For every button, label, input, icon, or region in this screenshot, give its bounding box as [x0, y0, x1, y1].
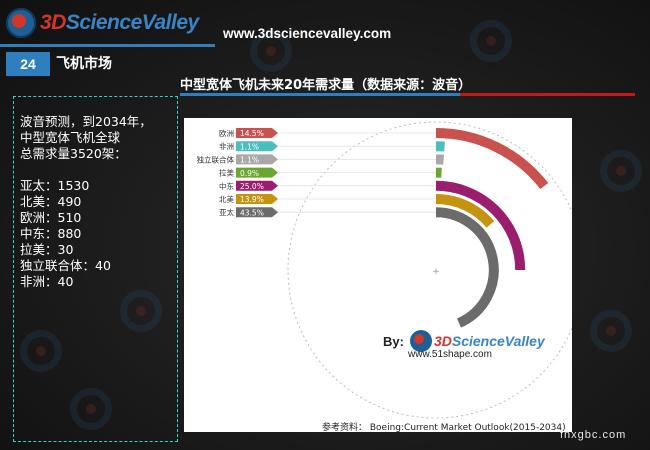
brand-logo: 3DScienceValley	[6, 6, 199, 40]
logo-globe-icon	[6, 8, 36, 38]
value-label-tag	[236, 128, 278, 138]
value-label-tag	[236, 180, 278, 191]
category-label: 中东	[219, 181, 234, 191]
header-divider	[0, 44, 215, 47]
title-underline-red	[460, 93, 635, 96]
credit-by-label: By:	[383, 333, 404, 349]
section-title: 飞机市场	[56, 56, 112, 72]
summary-box	[13, 96, 178, 442]
credit-website: www.51shape.com	[408, 349, 492, 360]
center-plus-mark: +	[432, 267, 440, 277]
corner-watermark: fnxgbc.com	[560, 429, 627, 441]
credit-globe-icon	[409, 330, 432, 352]
credit-logo: 3DScienceValley	[409, 330, 545, 352]
region-stats: 亚太：1530 北美：490 欧洲：510 中东：880 拉美：30 独立联合体…	[20, 178, 111, 290]
category-label: 亚太	[219, 207, 234, 217]
value-label: 13.9%	[240, 195, 264, 204]
radial-bar	[435, 194, 495, 228]
summary-line: 中型宽体飞机全球	[20, 130, 121, 145]
stat-row: 非洲：40	[20, 274, 74, 289]
value-label: 25.0%	[240, 182, 264, 191]
watermark-logo-icon	[470, 20, 512, 62]
watermark-logo-icon	[600, 150, 642, 192]
stat-row: 亚太：1530	[20, 178, 90, 193]
category-label: 非洲	[219, 141, 234, 151]
reference-note: 参考资料： Boeing:Current Market Outlook(2015…	[322, 423, 566, 433]
logo-text: 3DScienceValley	[40, 11, 199, 34]
radial-bar-chart: +14.5% 欧洲 1.1% 非洲 1.1% 独立联合体 0.9% 拉美 25.0% 中东 13.9…	[197, 121, 585, 419]
watermark-logo-icon	[70, 388, 112, 430]
title-underline-blue	[180, 93, 460, 96]
summary-line: 波音预测，到2034年，	[20, 114, 152, 129]
watermark-logo-icon	[20, 330, 62, 372]
watermark-logo-icon	[590, 310, 632, 352]
credit-block: By: 3DScienceValley	[383, 330, 545, 352]
watermark-logo-icon	[120, 290, 162, 332]
radial-bar	[435, 128, 549, 190]
radial-bar	[435, 180, 526, 271]
value-label-tag	[236, 207, 278, 218]
value-label: 43.5%	[240, 208, 264, 217]
value-label: 0.9%	[240, 169, 259, 178]
site-url: www.3dsciencevalley.com	[223, 26, 392, 41]
summary-text: 波音预测，到2034年， 中型宽体飞机全球 总需求量3520架：	[20, 114, 152, 162]
stat-row: 欧洲：510	[20, 210, 82, 225]
category-label: 北美	[219, 194, 234, 204]
value-label-tag	[236, 194, 278, 204]
chart-title: 中型宽体飞机未来20年需求量（数据来源：波音）	[180, 78, 472, 93]
value-label: 14.5%	[240, 129, 264, 138]
stat-row: 拉美：30	[20, 242, 74, 257]
stat-row: 中东：880	[20, 226, 82, 241]
stat-row: 独立联合体：40	[20, 258, 111, 273]
category-label: 独立联合体	[197, 154, 235, 164]
stat-row: 北美：490	[20, 194, 82, 209]
credit-logo-text: 3DScienceValley	[433, 333, 545, 349]
radial-bar	[435, 207, 499, 328]
value-label-tag	[236, 167, 278, 178]
value-label: 1.1%	[240, 156, 259, 165]
value-label: 1.1%	[240, 142, 259, 151]
watermark-logo-icon	[250, 30, 292, 72]
chart-panel: +14.5% 欧洲 1.1% 非洲 1.1% 独立联合体 0.9% 拉美 25.0% 中东 13.9…	[184, 118, 585, 432]
summary-line: 总需求量3520架：	[20, 146, 127, 161]
section-number: 24	[6, 52, 50, 76]
category-label: 拉美	[219, 168, 234, 178]
value-label-tag	[236, 141, 278, 152]
category-label: 欧洲	[219, 128, 234, 138]
value-label-tag	[236, 154, 278, 165]
